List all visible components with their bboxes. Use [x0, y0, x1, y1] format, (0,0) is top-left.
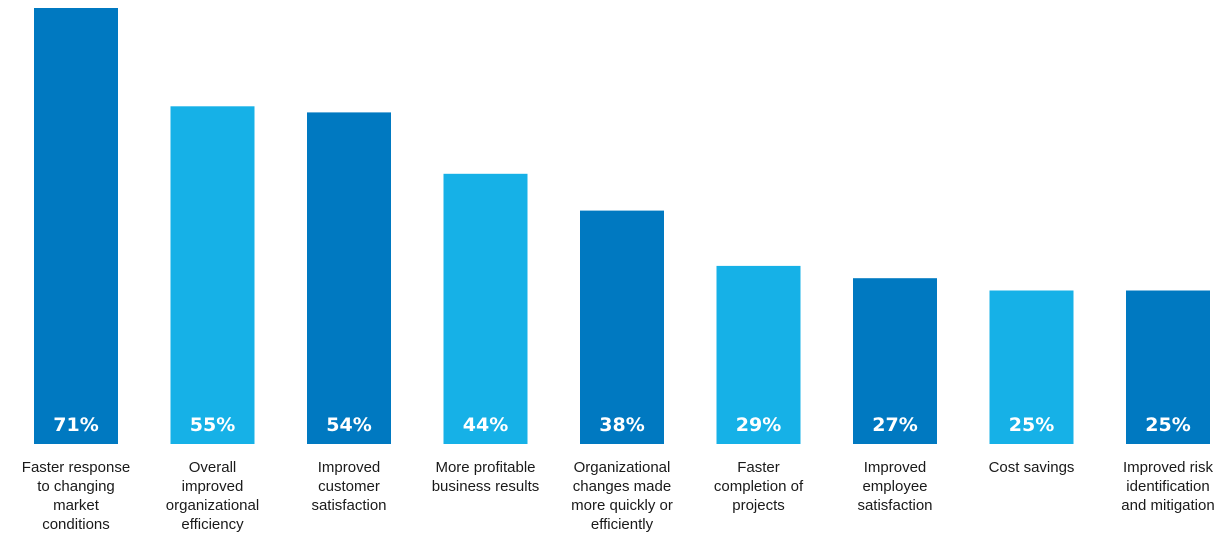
bar-2	[170, 106, 255, 445]
bar-value-label-8: 25%	[1009, 414, 1054, 436]
category-label-5: Organizational changes made more quickly o…	[571, 459, 673, 533]
category-label-line: customer	[318, 478, 380, 495]
bar-6	[716, 265, 801, 444]
category-label-1: Faster response to changing market conditio…	[22, 459, 130, 533]
category-label-line: satisfaction	[311, 497, 386, 514]
bar-value-label-7: 27%	[872, 414, 917, 436]
category-label-line: more quickly or	[571, 497, 673, 514]
category-label-line: Faster	[737, 459, 780, 476]
category-label-line: organizational	[166, 497, 259, 514]
bar-value-label-9: 25%	[1145, 414, 1190, 436]
category-label-line: identification	[1126, 478, 1209, 495]
category-label-line: Overall	[189, 459, 237, 476]
category-label-line: Improved	[318, 459, 381, 476]
value-labels-group: 71% 55% 54% 44% 38% 29% 27% 25% 25%	[53, 414, 1190, 436]
category-label-line: More profitable	[435, 459, 535, 476]
category-label-line: Faster response	[22, 459, 130, 476]
category-label-2: Overall improved organizational efficiency	[166, 459, 259, 533]
category-label-3: Improved customer satisfaction	[311, 459, 386, 514]
category-label-line: employee	[862, 478, 927, 495]
category-label-line: Organizational	[574, 459, 671, 476]
category-label-line: business results	[432, 478, 540, 495]
category-labels-group: Faster response to changing market conditio…	[22, 459, 1215, 533]
category-label-7: Improved employee satisfaction	[857, 459, 932, 514]
bar-value-label-4: 44%	[463, 414, 508, 436]
category-label-line: Improved risk	[1123, 459, 1214, 476]
bar-value-label-2: 55%	[190, 414, 235, 436]
category-label-line: efficiently	[591, 516, 654, 533]
category-label-line: efficiency	[181, 516, 244, 533]
category-label-line: satisfaction	[857, 497, 932, 514]
category-label-line: market	[53, 497, 100, 514]
category-label-6: Faster completion of projects	[714, 459, 804, 514]
category-label-4: More profitable business results	[432, 459, 540, 495]
category-label-9: Improved risk identification and mitigatio…	[1121, 459, 1214, 514]
category-label-line: Cost savings	[989, 459, 1075, 476]
category-label-line: improved	[182, 478, 244, 495]
category-label-line: conditions	[42, 516, 110, 533]
category-label-line: and mitigation	[1121, 497, 1214, 514]
bar-value-label-1: 71%	[53, 414, 98, 436]
category-label-line: completion of	[714, 478, 804, 495]
category-label-line: projects	[732, 497, 785, 514]
bar-9	[1126, 290, 1210, 444]
bar-7	[853, 278, 937, 444]
category-label-line: Improved	[864, 459, 927, 476]
bar-5	[580, 210, 664, 444]
category-label-line: changes made	[573, 478, 671, 495]
bar-3	[307, 112, 391, 445]
bar-value-label-3: 54%	[326, 414, 371, 436]
bar-8	[989, 290, 1074, 444]
bars-group	[34, 8, 1210, 445]
category-label-8: Cost savings	[989, 459, 1075, 476]
bar-value-label-6: 29%	[736, 414, 781, 436]
bar-value-label-5: 38%	[599, 414, 644, 436]
bar-4	[443, 173, 528, 445]
bar-1	[34, 8, 118, 444]
category-label-line: to changing	[37, 478, 115, 495]
